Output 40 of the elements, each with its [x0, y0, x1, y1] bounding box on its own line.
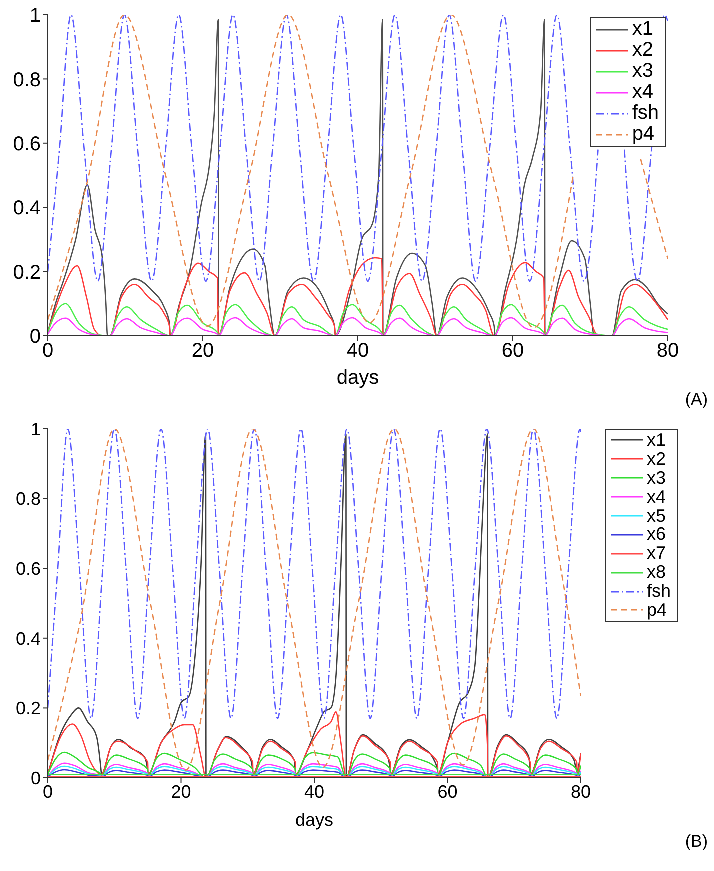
x-axis-title: days — [295, 810, 334, 830]
legend-label: x3 — [632, 60, 654, 82]
y-tick-label: 0.4 — [16, 628, 41, 649]
legend-label: x1 — [646, 430, 666, 450]
text: (A) — [685, 390, 708, 410]
legend-label: x4 — [646, 486, 666, 507]
legend-label: x5 — [646, 506, 666, 526]
legend-label: p4 — [632, 123, 655, 145]
y-tick-label: 0.2 — [13, 262, 41, 284]
y-tick-label: 0.4 — [13, 198, 41, 220]
legend-label: fsh — [632, 102, 659, 124]
x-tick-label: 20 — [171, 782, 192, 802]
x-tick-label: 40 — [346, 340, 370, 362]
y-tick-label: 0.2 — [16, 698, 41, 719]
legend-label: x4 — [632, 81, 654, 103]
x-tick-label: 60 — [438, 782, 458, 802]
legend-label: x6 — [646, 524, 666, 544]
y-tick-label: 1 — [30, 419, 41, 440]
legend-label: p4 — [646, 600, 668, 620]
x-tick-label: 20 — [192, 340, 214, 362]
y-tick-label: 0.8 — [13, 69, 41, 92]
y-tick-label: 0 — [30, 768, 41, 788]
y-tick-label: 0.6 — [13, 134, 41, 156]
x-tick-label: 80 — [570, 782, 592, 802]
legend-label: x8 — [646, 562, 666, 582]
legend-label: fsh — [646, 581, 671, 602]
y-tick-label: 0.6 — [16, 558, 41, 579]
x-axis-title: days — [336, 367, 380, 389]
legend-label: x2 — [646, 448, 666, 469]
x-tick-label: 40 — [304, 782, 325, 802]
x-tick-label: 60 — [502, 340, 524, 362]
y-tick-label: 0 — [30, 326, 41, 348]
legend-label: x1 — [632, 18, 654, 40]
y-tick-label: 1 — [30, 5, 41, 28]
y-tick-label: 0.8 — [16, 489, 41, 510]
legend-label: x2 — [632, 39, 654, 61]
legend-label: x7 — [646, 543, 666, 564]
x-tick-label: 80 — [656, 340, 680, 362]
legend-label: x3 — [646, 468, 666, 488]
text: (B) — [685, 832, 708, 852]
